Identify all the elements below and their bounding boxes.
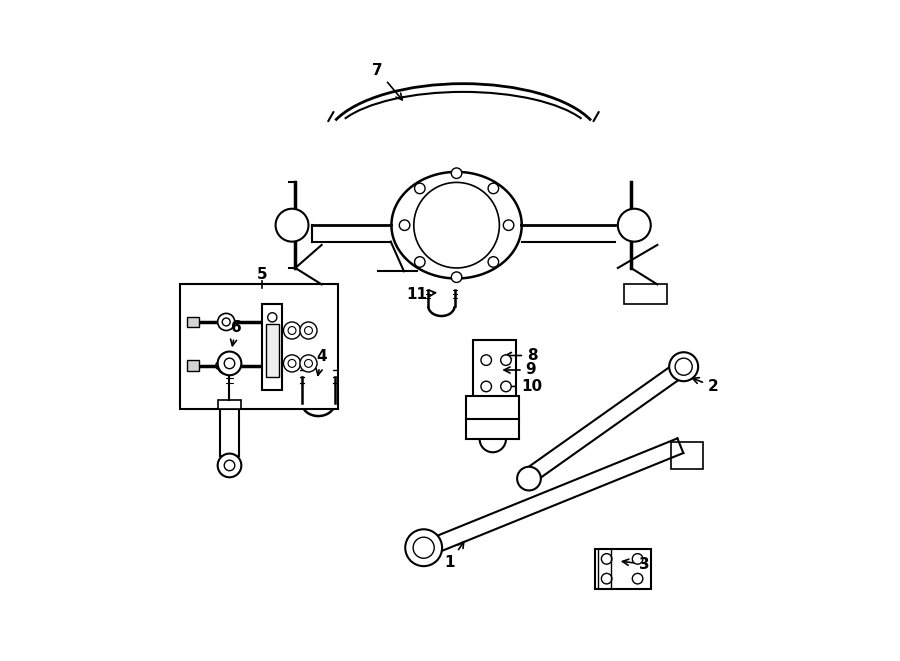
Text: 8: 8: [505, 348, 537, 363]
Polygon shape: [392, 172, 522, 278]
Circle shape: [488, 256, 499, 267]
Circle shape: [500, 381, 511, 392]
Circle shape: [451, 168, 462, 178]
Bar: [263, 304, 283, 390]
Circle shape: [218, 357, 235, 374]
Circle shape: [481, 355, 491, 366]
Text: 9: 9: [504, 362, 536, 377]
Text: 2: 2: [693, 377, 719, 394]
Circle shape: [617, 209, 651, 242]
Bar: [186, 360, 199, 371]
Circle shape: [300, 355, 317, 372]
Circle shape: [415, 256, 425, 267]
Circle shape: [400, 220, 410, 231]
Bar: [595, 549, 651, 588]
Bar: [266, 324, 279, 377]
Bar: [466, 397, 519, 419]
Circle shape: [670, 352, 698, 381]
Bar: [180, 284, 338, 409]
Circle shape: [415, 183, 425, 194]
Text: 10: 10: [503, 379, 543, 394]
Bar: [670, 442, 704, 469]
Circle shape: [481, 381, 491, 392]
Circle shape: [451, 272, 462, 282]
Circle shape: [518, 467, 541, 490]
Text: 5: 5: [257, 267, 267, 282]
Bar: [218, 400, 241, 409]
Bar: [625, 284, 667, 304]
Circle shape: [218, 313, 235, 330]
Circle shape: [414, 182, 500, 268]
Text: 6: 6: [230, 320, 241, 346]
Circle shape: [488, 183, 499, 194]
Circle shape: [218, 453, 241, 477]
Text: 1: 1: [445, 541, 464, 570]
Circle shape: [284, 322, 301, 339]
Text: 7: 7: [373, 63, 402, 100]
Circle shape: [284, 355, 301, 372]
Circle shape: [300, 322, 317, 339]
Circle shape: [275, 209, 309, 242]
Circle shape: [500, 355, 511, 366]
Bar: [473, 340, 516, 400]
Bar: [186, 317, 199, 327]
Text: 11: 11: [407, 287, 436, 302]
Text: 4: 4: [316, 349, 327, 375]
Circle shape: [405, 529, 442, 566]
Text: 3: 3: [623, 557, 650, 572]
Circle shape: [503, 220, 514, 231]
Circle shape: [218, 352, 241, 375]
